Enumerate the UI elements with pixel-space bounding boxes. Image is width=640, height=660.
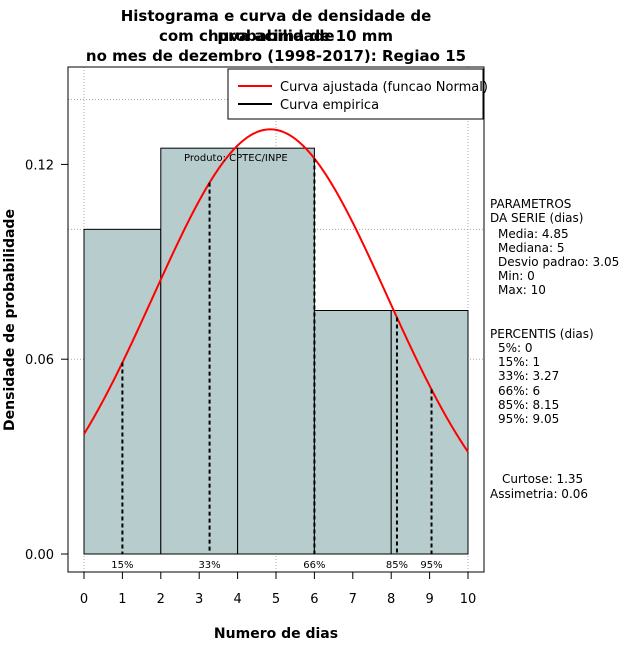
param-media: Media: 4.85 [498, 227, 569, 241]
x-tick-label-7: 7 [349, 592, 357, 607]
percentile-95: 95%: 9.05 [498, 412, 560, 426]
y-tick-label: 0.06 [25, 353, 54, 368]
parameters-header-1: PARAMETROS [490, 197, 572, 211]
histogram-bars [83, 147, 469, 555]
percentile-label-95: 95% [420, 560, 442, 571]
histogram-bar-2 [160, 147, 239, 555]
percentile-label-85: 85% [386, 560, 408, 571]
percentile-label-15: 15% [111, 560, 133, 571]
x-tick-label-2: 2 [157, 592, 165, 607]
axes: 0 1 2 3 4 5 6 7 8 9 10 0.00 0.06 0.12 [25, 158, 476, 607]
x-tick-label-1: 1 [118, 592, 126, 607]
legend-box [227, 68, 484, 120]
assimetria-value: Assimetria: 0.06 [490, 487, 589, 501]
y-tick-label: 0.12 [25, 158, 54, 173]
normal-density-curve [83, 128, 469, 453]
x-tick-label-0: 0 [80, 592, 88, 607]
param-min: Min: 0 [498, 269, 535, 283]
param-mediana: Mediana: 5 [498, 241, 565, 255]
curtose-value: Curtose: 1.35 [502, 472, 584, 486]
chart-title-line-3: no mes de dezembro (1998-2017): Regiao 1… [85, 47, 467, 65]
param-max: Max: 10 [498, 283, 546, 297]
x-axis-title: Numero de dias [214, 626, 338, 642]
param-desvio: Desvio padrao: 3.05 [498, 255, 620, 269]
y-tick-label: 0.00 [25, 548, 54, 563]
legend-label-fitted: Curva ajustada (funcao Normal) [280, 80, 488, 95]
fitted-curve [83, 128, 469, 453]
histogram-bar-3 [237, 147, 315, 555]
percentile-markers: 15% 33% 66% 85% 95% [111, 158, 443, 571]
percentile-33: 33%: 3.27 [498, 369, 560, 383]
legend: Curva ajustada (funcao Normal) Curva emp… [227, 68, 488, 120]
percentile-15: 15%: 1 [498, 355, 541, 369]
x-tick-label-3: 3 [195, 592, 203, 607]
percentile-66: 66%: 6 [498, 384, 541, 398]
percentile-85: 85%: 8.15 [498, 398, 560, 412]
parameters-header-2: DA SERIE (dias) [490, 211, 584, 225]
x-tick-label-6: 6 [310, 592, 318, 607]
percentile-label-66: 66% [303, 560, 325, 571]
x-tick-label-5: 5 [272, 592, 280, 607]
x-tick-label-9: 9 [425, 592, 433, 607]
x-tick-label-4: 4 [233, 592, 241, 607]
y-axis-title: Densidade de probabilidade [2, 209, 18, 431]
product-label: Produto: CPTEC/INPE [184, 153, 288, 164]
percentiles-header: PERCENTIS (dias) [490, 327, 594, 341]
histogram-bar-4 [313, 310, 392, 555]
chart-title-line-2: com chuva acima de 10 mm [158, 27, 394, 45]
chart-title-line-1: Histograma e curva de densidade de proba… [120, 7, 432, 45]
x-tick-label-8: 8 [387, 592, 395, 607]
x-tick-label-10: 10 [460, 592, 477, 607]
percentile-5: 5%: 0 [498, 341, 533, 355]
percentile-label-33: 33% [198, 560, 220, 571]
legend-label-empirical: Curva empirica [280, 98, 379, 113]
